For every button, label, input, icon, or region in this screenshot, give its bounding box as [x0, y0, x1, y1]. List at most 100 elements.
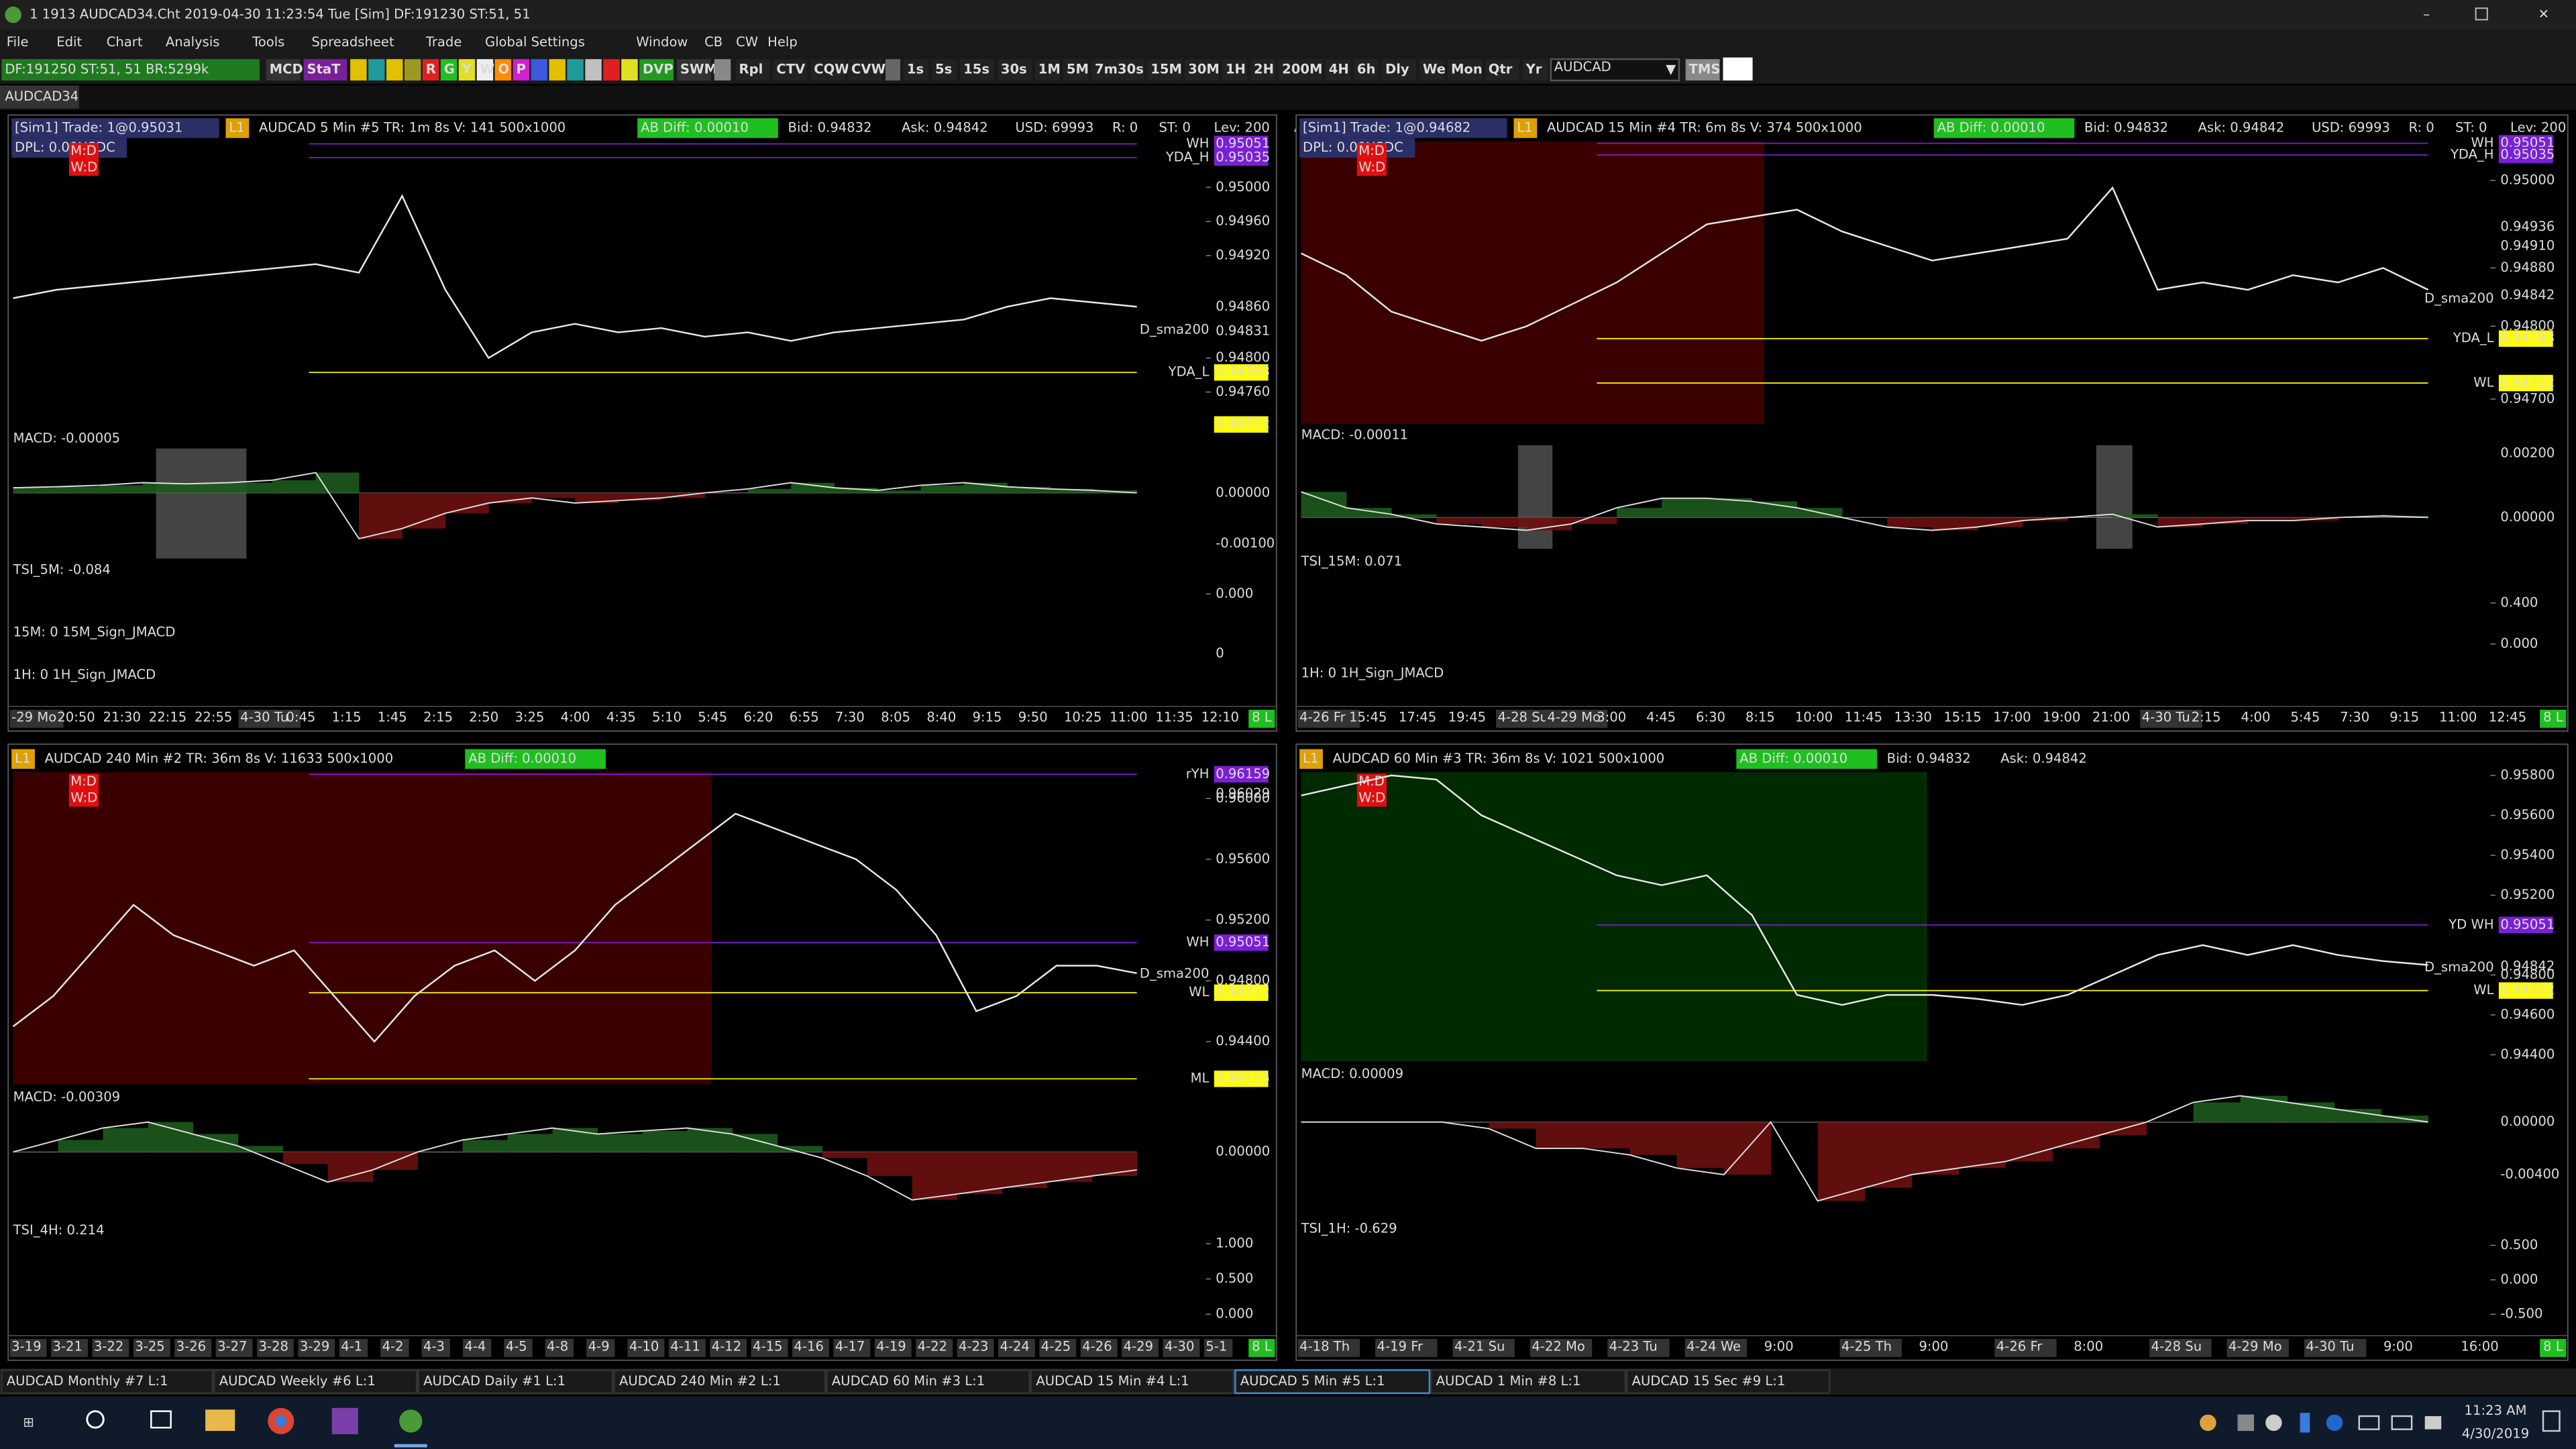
toolbar-button[interactable] [1063, 59, 1089, 80]
color-key[interactable] [494, 59, 512, 80]
chart-tab-label: AUDCAD Daily #1 L:1 [423, 1373, 566, 1389]
menu-item[interactable]: File [7, 34, 29, 50]
toolbar-icon[interactable] [531, 59, 547, 80]
color-key[interactable] [440, 59, 458, 80]
toolbar-button[interactable] [998, 59, 1032, 80]
chart-tab[interactable] [1030, 1369, 1235, 1394]
chart-tab[interactable] [1625, 1369, 1831, 1394]
menu-item[interactable]: CB [704, 34, 722, 50]
toolbar-button[interactable] [1222, 59, 1248, 80]
chart-tab[interactable] [613, 1369, 826, 1394]
toolbar-icon[interactable] [567, 59, 584, 80]
toolbar-icon[interactable] [885, 59, 901, 80]
toolbar-button[interactable] [1685, 59, 1720, 80]
onenote-icon[interactable] [331, 1407, 358, 1434]
tray-icon[interactable] [2300, 1413, 2310, 1433]
tray-icon[interactable] [2391, 1415, 2413, 1430]
toolbar-icon[interactable] [549, 59, 566, 80]
toolbar-button[interactable] [1091, 59, 1144, 80]
menu-item[interactable]: Tools [252, 34, 284, 50]
start-button[interactable]: ⊞ [23, 1414, 34, 1430]
toolbar-button[interactable] [266, 59, 301, 80]
explorer-icon[interactable] [205, 1409, 235, 1432]
toolbar-button[interactable] [1250, 59, 1276, 80]
x-tick-label: 4-30 Tu [240, 710, 288, 725]
dropdown-arrow: ▼ [1666, 62, 1676, 77]
toolbar-button[interactable] [639, 59, 674, 80]
level-box [2498, 146, 2553, 164]
toolbar-button[interactable] [810, 59, 845, 80]
color-key[interactable] [476, 59, 494, 80]
color-key[interactable] [513, 59, 530, 80]
toolbar-icon[interactable] [603, 59, 620, 80]
toolbar-button[interactable] [1353, 59, 1379, 80]
chart-tab[interactable] [1234, 1369, 1431, 1394]
toolbar-button[interactable] [1485, 59, 1519, 80]
toolbar-button[interactable] [848, 59, 883, 80]
color-key[interactable] [422, 59, 439, 80]
toolbar-button[interactable] [1147, 59, 1182, 80]
menu-item[interactable]: Edit [56, 34, 82, 50]
app-taskbar-icon[interactable] [399, 1409, 423, 1433]
toolbar-icon[interactable] [368, 59, 385, 80]
maximize-button[interactable] [2475, 7, 2488, 21]
toolbar-button[interactable] [303, 59, 347, 80]
header-badge [11, 749, 35, 769]
close-button[interactable]: ✕ [2538, 7, 2549, 22]
menu-item[interactable]: Chart [107, 34, 143, 50]
chart-tab[interactable] [417, 1369, 614, 1394]
toolbar-button[interactable] [960, 59, 995, 80]
minimize-button[interactable]: – [2423, 7, 2430, 22]
menu-item[interactable]: Spreadsheet [311, 34, 394, 50]
header-badge [637, 118, 778, 138]
toolbar-button[interactable] [1522, 59, 1548, 80]
date-box [215, 1338, 253, 1357]
toolbar-button[interactable] [1185, 59, 1220, 80]
level-tag: YDA_L [1168, 364, 1210, 380]
date-box [2304, 1338, 2367, 1357]
toolbar-button[interactable] [1382, 59, 1417, 80]
task-view-button[interactable] [150, 1410, 172, 1429]
toolbar-icon[interactable] [404, 59, 421, 80]
chart-tab[interactable] [826, 1369, 1030, 1394]
menu-item[interactable]: Analysis [166, 34, 220, 50]
toolbar-button[interactable] [735, 59, 770, 80]
toolbar-button[interactable] [1279, 59, 1322, 80]
toolbar-icon[interactable] [386, 59, 403, 80]
toolbar-button[interactable] [903, 59, 929, 80]
toolbar-button[interactable] [676, 59, 711, 80]
notifications-button[interactable] [2542, 1410, 2561, 1432]
menu-item[interactable]: Window [636, 34, 688, 50]
toolbar-button[interactable] [932, 59, 957, 80]
chart-tab[interactable] [1, 1369, 214, 1394]
symbol-input[interactable] [1550, 58, 1680, 82]
date-box [586, 1338, 615, 1357]
toolbar-button[interactable] [773, 59, 808, 80]
toolbar-button[interactable] [1448, 59, 1482, 80]
tray-icon[interactable] [2200, 1414, 2216, 1432]
menu-item[interactable]: CW [736, 34, 758, 50]
tray-icon[interactable] [2424, 1416, 2442, 1430]
toolbar-button[interactable] [1034, 59, 1061, 80]
toolbar-icon[interactable] [585, 59, 602, 80]
chart-tab[interactable] [1430, 1369, 1626, 1394]
tray-icon[interactable] [2265, 1414, 2282, 1432]
toolbar-icon[interactable] [350, 59, 367, 80]
tray-icon[interactable] [2326, 1414, 2343, 1432]
workspace-tab[interactable] [0, 85, 79, 109]
color-key[interactable] [458, 59, 476, 80]
menu-item[interactable]: Help [767, 34, 798, 50]
search-button[interactable] [86, 1410, 105, 1429]
toolbar-icon[interactable] [714, 59, 731, 80]
date-box [339, 1338, 368, 1357]
toolbar-button[interactable] [1419, 59, 1445, 80]
toolbar-button[interactable] [1325, 59, 1351, 80]
macd-line [13, 1121, 1137, 1201]
toolbar-icon[interactable] [621, 59, 638, 80]
menu-item[interactable]: Trade [425, 34, 462, 50]
menu-item[interactable]: Global Settings [485, 34, 585, 50]
tray-icon[interactable] [2358, 1415, 2380, 1430]
chart-tab[interactable] [213, 1369, 418, 1394]
tray-icon[interactable] [2237, 1414, 2254, 1432]
white-box[interactable] [1723, 57, 1753, 80]
